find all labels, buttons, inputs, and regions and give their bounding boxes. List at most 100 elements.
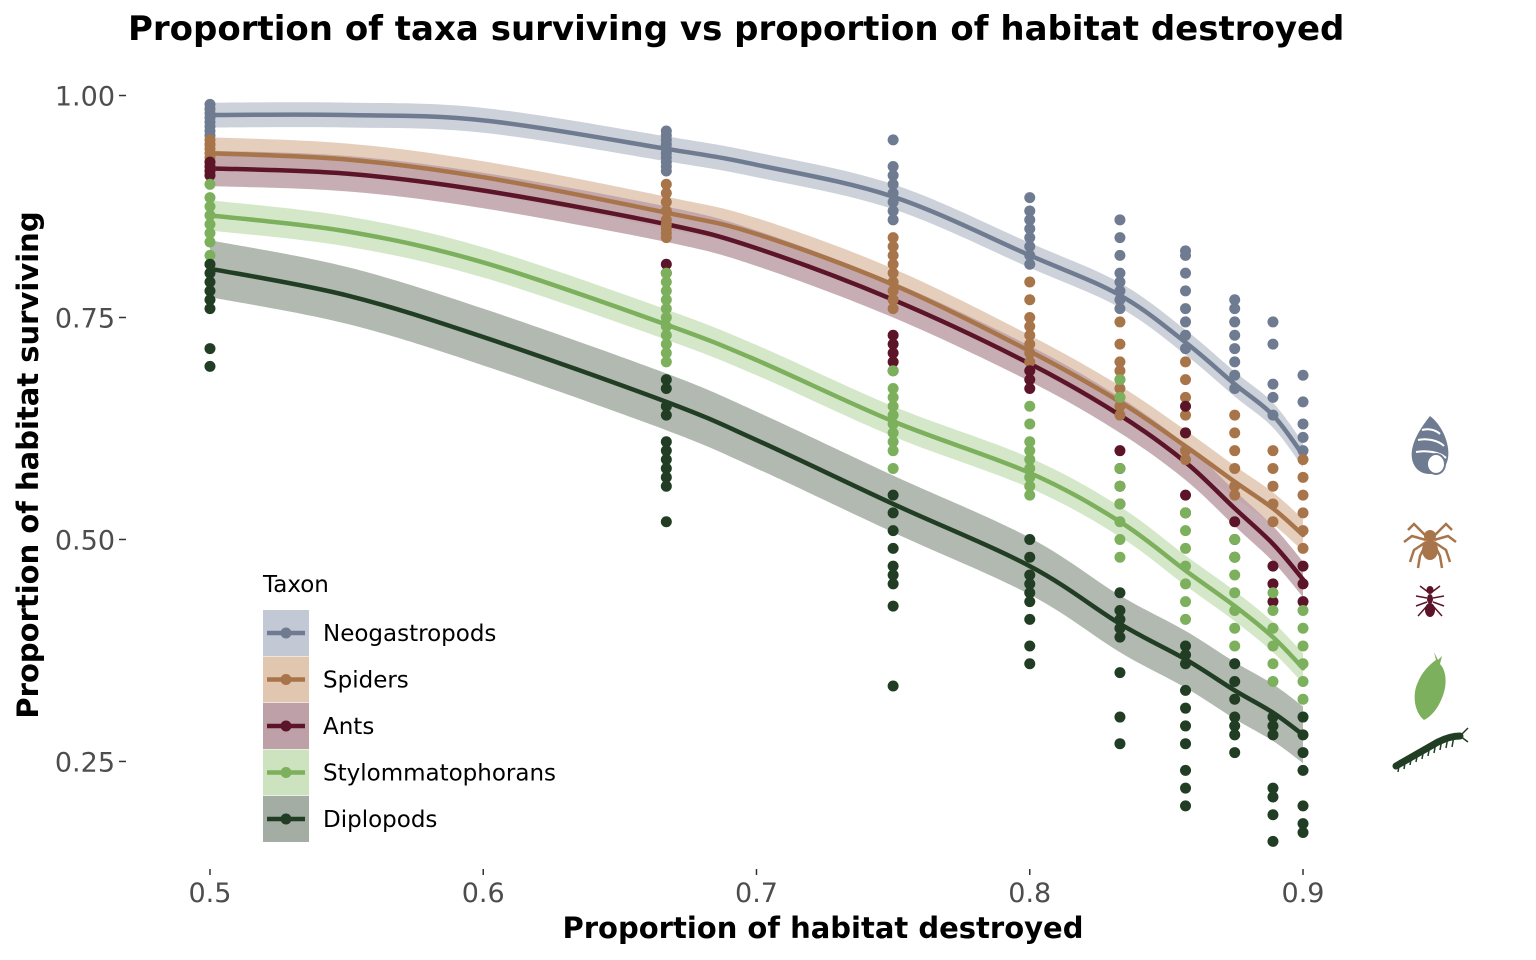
data-point	[660, 356, 672, 368]
legend-item-label: Spiders	[323, 668, 409, 694]
data-point	[1229, 489, 1241, 501]
data-point	[1024, 578, 1036, 590]
data-point	[1297, 445, 1309, 457]
data-point	[660, 187, 672, 199]
data-point	[887, 240, 899, 252]
data-point	[660, 436, 672, 448]
data-point	[660, 294, 672, 306]
y-tick-label: 0.50	[55, 525, 115, 556]
data-point	[1297, 578, 1309, 590]
data-point	[887, 205, 899, 217]
data-point	[1229, 445, 1241, 457]
legend-key-point	[280, 813, 292, 825]
data-point	[1267, 658, 1279, 670]
data-point	[1024, 569, 1036, 581]
slug-icon	[1414, 652, 1446, 720]
confidence-band	[209, 150, 1304, 598]
data-point	[1024, 232, 1036, 244]
data-point	[887, 542, 899, 554]
data-point	[1024, 240, 1036, 252]
data-point	[1267, 338, 1279, 350]
data-point	[1114, 214, 1126, 226]
data-point	[887, 680, 899, 692]
data-point	[660, 347, 672, 359]
data-point	[1114, 445, 1126, 457]
data-point	[1229, 729, 1241, 741]
confidence-band	[209, 102, 1304, 468]
data-point	[1229, 316, 1241, 328]
data-point	[1267, 378, 1279, 390]
data-point	[1114, 303, 1126, 315]
data-point	[1297, 826, 1309, 838]
data-point	[887, 409, 899, 421]
data-point	[1024, 249, 1036, 261]
data-point	[1024, 454, 1036, 466]
data-point	[887, 178, 899, 190]
data-point	[1229, 369, 1241, 381]
data-point	[1180, 374, 1192, 386]
data-point	[204, 209, 216, 221]
data-point	[1180, 445, 1192, 457]
data-point	[1229, 462, 1241, 474]
data-point	[1297, 507, 1309, 519]
data-point	[887, 276, 899, 288]
data-point	[887, 303, 899, 315]
data-point	[887, 347, 899, 359]
data-point	[1024, 480, 1036, 492]
millipede-icon	[1392, 727, 1469, 773]
data-point	[1024, 192, 1036, 204]
data-point	[1114, 409, 1126, 421]
data-point	[1267, 409, 1279, 421]
data-point	[1297, 747, 1309, 759]
data-point	[887, 161, 899, 173]
data-point	[887, 356, 899, 368]
data-point	[1180, 329, 1192, 341]
data-point	[660, 232, 672, 244]
data-point	[660, 285, 672, 297]
spider-icon	[1403, 522, 1457, 569]
data-point	[1180, 525, 1192, 537]
legend: Taxon Neogastropods Spiders Ants Stylommato…	[262, 572, 556, 842]
x-tick-label: 0.7	[735, 878, 778, 909]
data-point	[204, 267, 216, 279]
data-point	[887, 294, 899, 306]
data-point	[1024, 214, 1036, 226]
data-point	[1267, 498, 1279, 510]
x-tick-label: 0.9	[1282, 878, 1325, 909]
data-point	[887, 418, 899, 430]
fit-line	[207, 150, 1306, 538]
data-point	[1267, 578, 1279, 590]
data-point	[1229, 343, 1241, 355]
data-point	[1229, 383, 1241, 395]
data-point	[1297, 711, 1309, 723]
data-point	[1024, 374, 1036, 386]
data-point	[660, 471, 672, 483]
data-point	[887, 507, 899, 519]
data-point	[1180, 782, 1192, 794]
data-point	[887, 365, 899, 377]
data-point	[1229, 551, 1241, 563]
y-tick-label: 0.25	[55, 747, 115, 778]
axes: 0.5 0.6 0.7 0.8 0.9 0.25 0.50 0.75 1.00	[55, 82, 1325, 909]
data-point	[204, 236, 216, 248]
data-point	[1297, 640, 1309, 652]
data-point	[887, 258, 899, 270]
data-point	[887, 134, 899, 146]
data-point	[1180, 578, 1192, 590]
data-point	[660, 383, 672, 395]
data-point	[1229, 303, 1241, 315]
data-point	[1024, 587, 1036, 599]
data-point	[1229, 294, 1241, 306]
data-point	[660, 462, 672, 474]
data-point	[1297, 454, 1309, 466]
data-point	[1267, 835, 1279, 847]
data-point	[1180, 640, 1192, 652]
data-point	[204, 258, 216, 270]
data-point	[1024, 356, 1036, 368]
data-point	[1114, 498, 1126, 510]
fit-line	[207, 266, 1306, 738]
data-point	[1114, 631, 1126, 643]
data-point	[1114, 462, 1126, 474]
legend-key-point	[280, 674, 292, 685]
